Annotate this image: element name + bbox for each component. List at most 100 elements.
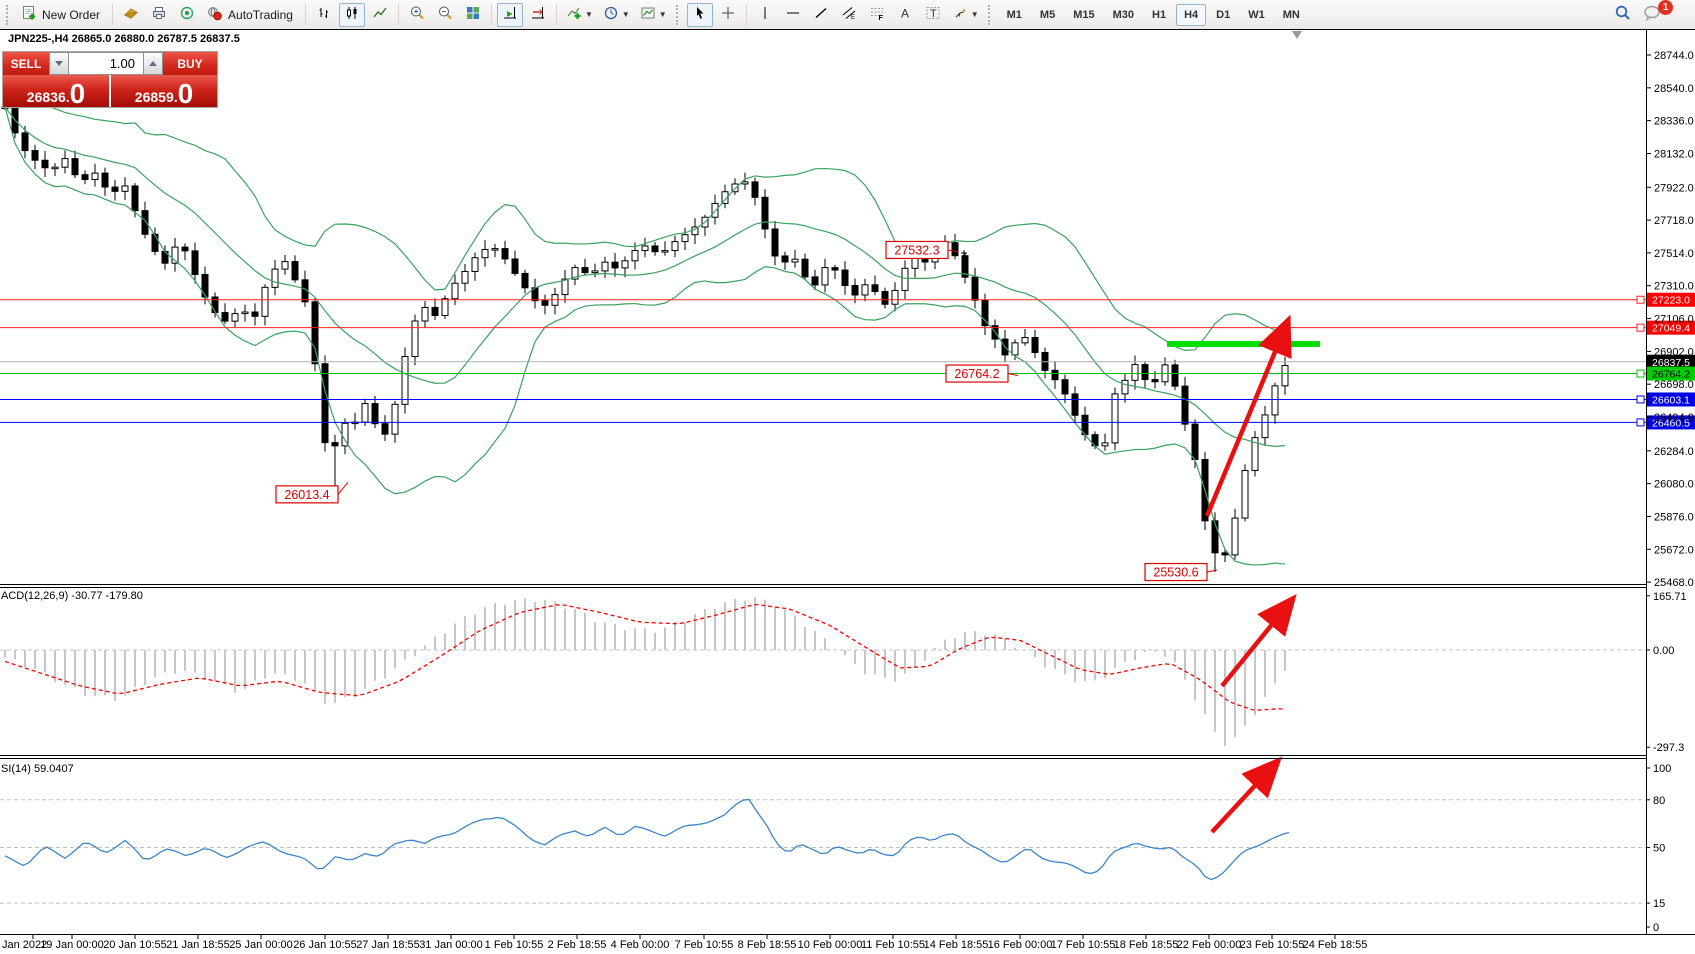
chart-shift-icon — [530, 5, 546, 24]
svg-text:18 Feb 18:55: 18 Feb 18:55 — [1114, 939, 1179, 951]
svg-text:1 Feb 10:55: 1 Feb 10:55 — [485, 939, 544, 951]
vertical-line-button[interactable] — [752, 3, 778, 27]
bar-chart-icon — [316, 5, 332, 24]
svg-text:25876.0: 25876.0 — [1654, 511, 1694, 523]
tab-timeframe-M1[interactable]: M1 — [999, 4, 1030, 26]
svg-text:10 Feb 00:00: 10 Feb 00:00 — [798, 939, 863, 951]
candlestick-chart-button[interactable] — [338, 2, 365, 27]
svg-text:26837.5: 26837.5 — [1652, 357, 1690, 369]
new-order-button[interactable]: New Order — [17, 3, 107, 27]
zoom-out-button[interactable] — [432, 3, 458, 27]
macd-pane — [0, 597, 1646, 746]
buy-price-display[interactable]: 26859. 0 — [111, 75, 217, 107]
toolbar-separator — [397, 4, 399, 25]
svg-text:15: 15 — [1653, 898, 1665, 910]
indicators-button[interactable]: ▼ — [562, 3, 597, 27]
tile-windows-button[interactable] — [460, 3, 486, 27]
tab-timeframe-M30[interactable]: M30 — [1105, 4, 1142, 26]
svg-text:27532.3: 27532.3 — [894, 243, 939, 257]
shift-marker-icon — [1292, 31, 1302, 39]
svg-text:31 Jan 00:00: 31 Jan 00:00 — [419, 939, 483, 951]
trend-arrows — [1204, 314, 1297, 834]
templates-button[interactable]: ▼ — [636, 3, 671, 27]
buy-price-main: 26859 — [134, 88, 174, 105]
cursor-button[interactable] — [686, 2, 713, 27]
fibonacci-button[interactable]: F — [864, 3, 890, 27]
svg-text:27 Jan 18:55: 27 Jan 18:55 — [356, 939, 420, 951]
text-label-button[interactable]: T — [920, 3, 946, 27]
chart-shift-button[interactable] — [525, 3, 551, 27]
tab-timeframe-MN[interactable]: MN — [1275, 4, 1308, 26]
signals-button[interactable] — [174, 3, 200, 27]
tab-timeframe-H1[interactable]: H1 — [1144, 4, 1174, 26]
sell-price-main: 26836 — [26, 88, 66, 105]
svg-text:14 Feb 18:55: 14 Feb 18:55 — [924, 939, 989, 951]
new-order-label: New Order — [42, 7, 101, 22]
vertical-line-icon — [757, 5, 773, 24]
toolbar-separator — [304, 4, 306, 25]
tab-timeframe-M5[interactable]: M5 — [1032, 4, 1063, 26]
svg-text:Jan 2022: Jan 2022 — [2, 939, 47, 951]
zoom-in-icon — [409, 5, 425, 24]
clock-icon — [603, 5, 619, 24]
rsi-pane — [0, 798, 1646, 904]
equidistant-channel-button[interactable]: E — [836, 3, 862, 27]
svg-text:27106.0: 27106.0 — [1654, 314, 1694, 326]
horizontal-line-button[interactable] — [780, 3, 806, 27]
svg-text:26284.0: 26284.0 — [1654, 446, 1694, 458]
svg-text:28132.0: 28132.0 — [1654, 148, 1694, 160]
text-icon: A — [897, 5, 913, 24]
autotrading-button[interactable]: AutoTrading — [202, 3, 300, 27]
tab-timeframe-W1[interactable]: W1 — [1240, 4, 1273, 26]
rsi-indicator-label: SI(14) 59.0407 — [1, 763, 74, 775]
zoom-in-button[interactable] — [404, 3, 430, 27]
svg-text:26764.2: 26764.2 — [954, 367, 999, 381]
svg-text:100: 100 — [1653, 763, 1671, 775]
svg-text:17 Feb 10:55: 17 Feb 10:55 — [1051, 939, 1116, 951]
pane-frames — [0, 29, 1695, 935]
indicators-icon — [566, 5, 582, 24]
line-chart-button[interactable] — [367, 3, 393, 27]
zoom-out-icon — [437, 5, 453, 24]
tab-timeframe-D1[interactable]: D1 — [1208, 4, 1238, 26]
volume-input[interactable] — [69, 52, 143, 75]
search-button[interactable] — [1610, 3, 1636, 27]
svg-text:A: A — [901, 7, 909, 21]
price-level-lines: 27223.027049.426837.526764.226603.126460… — [0, 292, 1695, 430]
svg-text:F: F — [878, 15, 883, 21]
chart-title: JPN225-,H4 26865.0 26880.0 26787.5 26837… — [8, 33, 240, 45]
text-button[interactable]: A — [892, 3, 918, 27]
arrows-tool-button[interactable]: ▼ — [948, 3, 983, 27]
auto-scroll-icon — [502, 5, 518, 24]
volume-increase-button[interactable] — [143, 52, 163, 75]
svg-text:27223.0: 27223.0 — [1652, 295, 1690, 307]
buy-button[interactable]: BUY — [163, 52, 217, 75]
svg-text:0: 0 — [1653, 922, 1659, 934]
bar-chart-button[interactable] — [311, 3, 337, 27]
toolbar-grip[interactable] — [675, 4, 682, 25]
sell-button[interactable]: SELL — [3, 52, 49, 75]
crosshair-button[interactable] — [715, 3, 741, 27]
crosshair-icon — [720, 5, 736, 24]
tab-timeframe-M15[interactable]: M15 — [1065, 4, 1102, 26]
volume-decrease-button[interactable] — [49, 52, 69, 75]
toolbar-grip[interactable] — [987, 4, 994, 25]
periods-button[interactable]: ▼ — [599, 3, 634, 27]
trendline-button[interactable] — [808, 3, 834, 27]
new-order-icon — [21, 5, 37, 24]
svg-text:26698.0: 26698.0 — [1654, 379, 1694, 391]
toolbar-grip[interactable] — [6, 4, 12, 25]
metaeditor-button[interactable] — [118, 3, 144, 27]
svg-text:8 Feb 18:55: 8 Feb 18:55 — [738, 939, 797, 951]
candlestick-chart-icon — [344, 5, 360, 24]
notification-badge[interactable]: 1 — [1658, 0, 1673, 15]
svg-text:26013.4: 26013.4 — [284, 488, 329, 502]
sell-price-display[interactable]: 26836. 0 — [3, 75, 109, 107]
svg-text:25 Jan 00:00: 25 Jan 00:00 — [229, 939, 293, 951]
tab-timeframe-H4[interactable]: H4 — [1176, 3, 1207, 26]
print-button[interactable] — [146, 3, 172, 27]
svg-text:28540.0: 28540.0 — [1654, 83, 1694, 95]
fibonacci-icon: F — [869, 5, 885, 24]
auto-scroll-button[interactable] — [496, 2, 523, 27]
